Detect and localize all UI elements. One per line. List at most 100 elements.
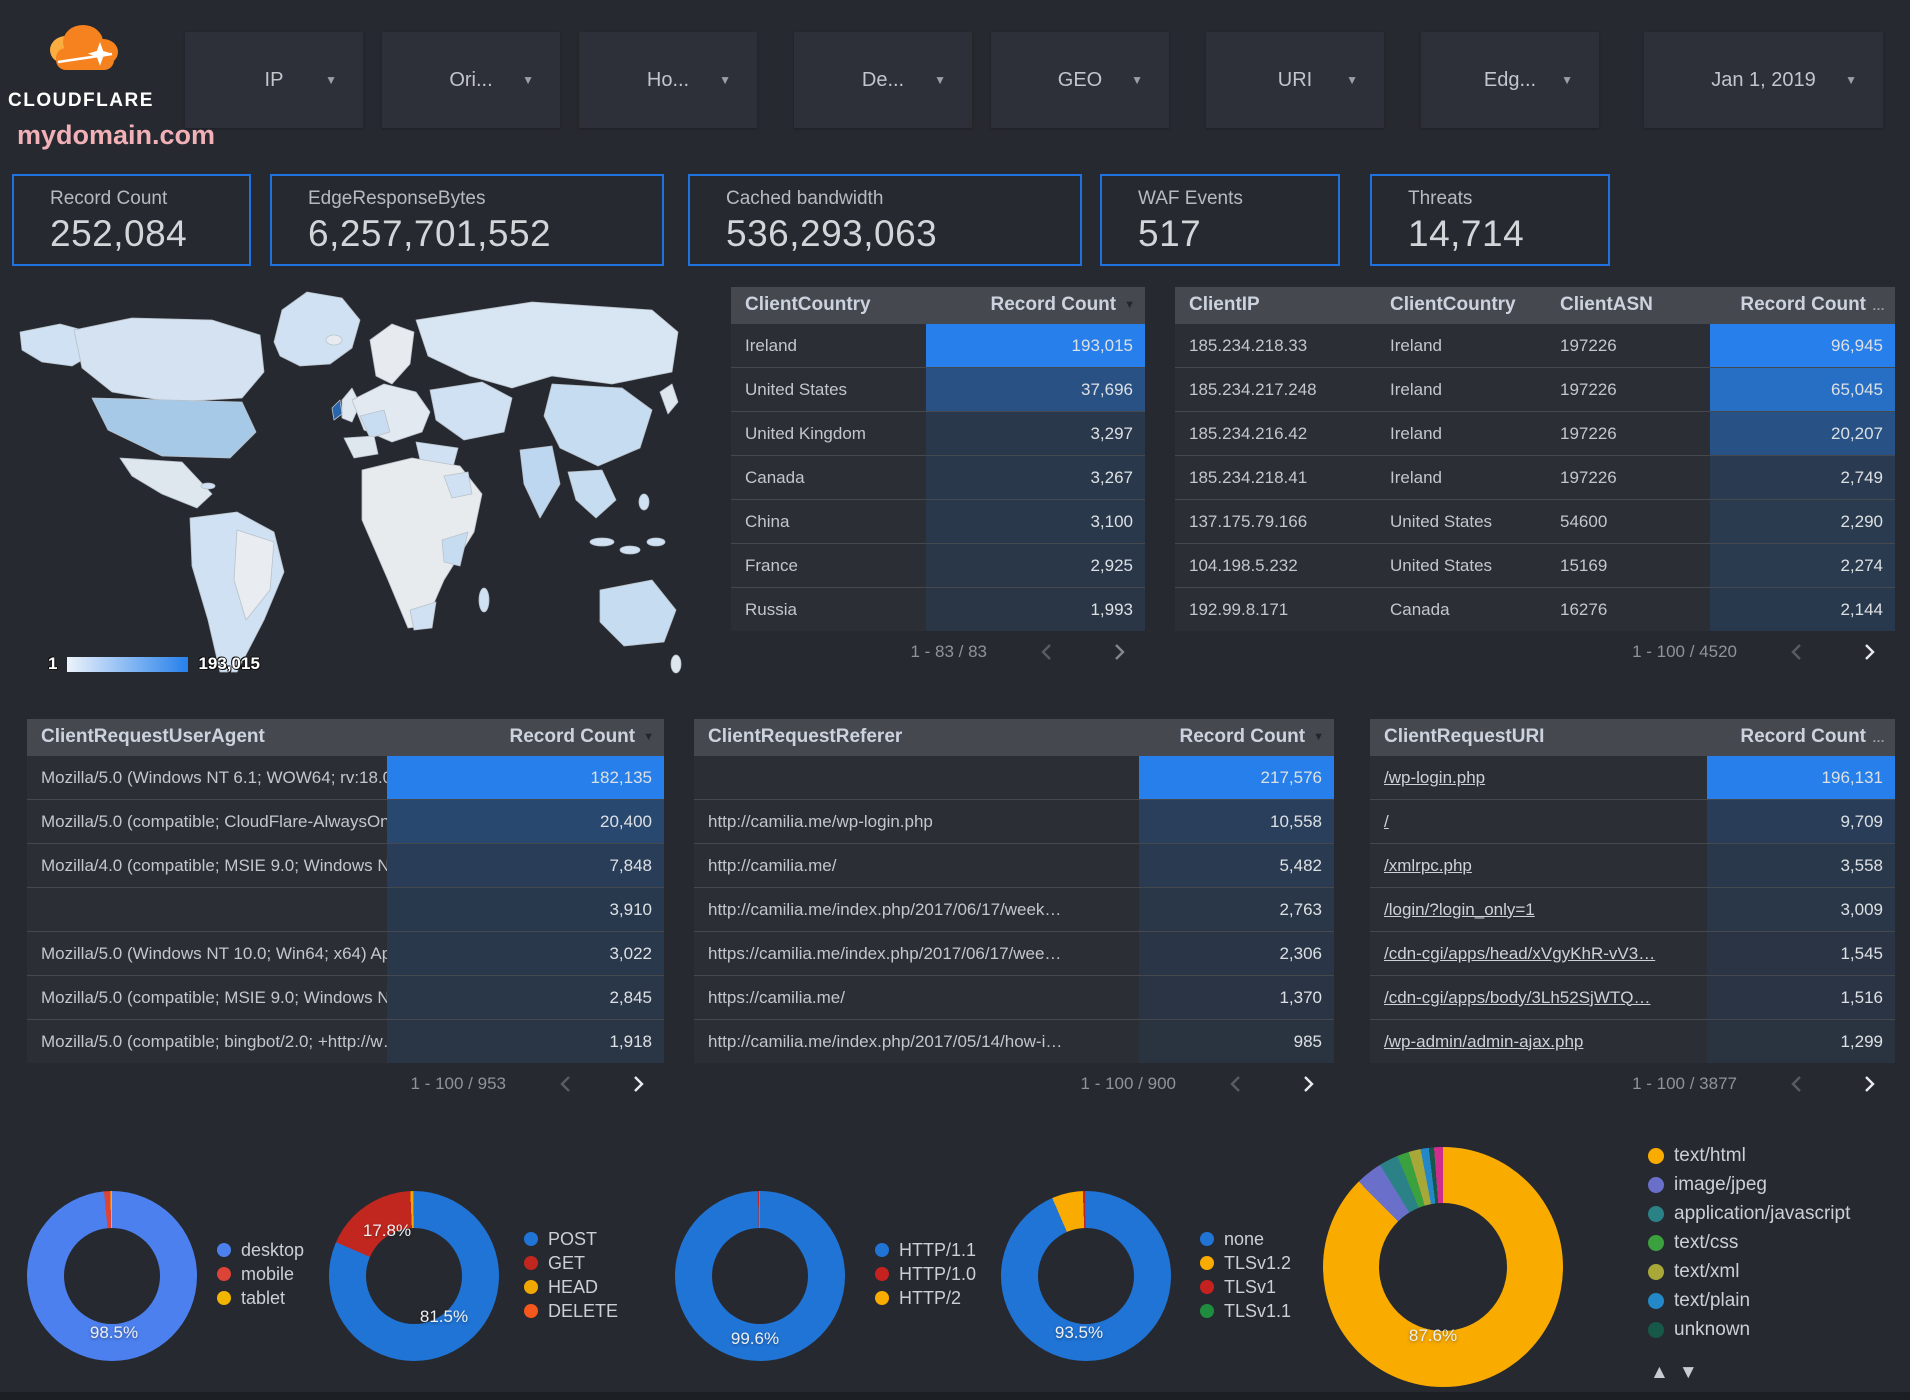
- filter-geo[interactable]: GEO ▼: [991, 32, 1169, 128]
- legend-item: mobile: [217, 1262, 304, 1286]
- filter-label: Jan 1, 2019: [1711, 68, 1816, 91]
- column-header-client-ip[interactable]: ClientIP: [1189, 294, 1260, 315]
- filter-date-range[interactable]: Jan 1, 2019 ▼: [1644, 32, 1883, 128]
- column-header-record-count[interactable]: Record Count ▼: [387, 719, 664, 755]
- table-row: http://camilia.me/5,482: [694, 843, 1334, 887]
- table-row: 185.234.217.248 Ireland 197226 65,045: [1175, 367, 1895, 411]
- filter-ip[interactable]: IP ▼: [185, 32, 363, 128]
- filter-label: Ho...: [646, 68, 690, 91]
- legend-dot-icon: [1648, 1234, 1664, 1251]
- column-header-record-count[interactable]: Record Count ▼: [926, 287, 1145, 323]
- prev-page-icon[interactable]: [1224, 1072, 1248, 1096]
- column-header-record-count[interactable]: Record Count …: [1707, 719, 1895, 755]
- prev-page-icon[interactable]: [1035, 640, 1059, 664]
- legend-scroll-down-icon[interactable]: ▼: [1678, 1362, 1698, 1383]
- ip-cell: 185.234.218.41: [1189, 467, 1308, 487]
- pagination: 1 - 83 / 83: [731, 631, 1145, 673]
- legend-label: image/jpeg: [1674, 1173, 1767, 1195]
- prev-page-icon[interactable]: [554, 1072, 578, 1096]
- uri-link[interactable]: /wp-admin/admin-ajax.php: [1384, 1031, 1584, 1051]
- legend-label: TLSv1: [1224, 1276, 1277, 1297]
- legend-label: text/html: [1674, 1144, 1746, 1166]
- filter-device[interactable]: De... ▼: [794, 32, 972, 128]
- next-page-icon[interactable]: [1857, 1072, 1881, 1096]
- user-agent-cell: [27, 888, 387, 931]
- legend-scroll-up-icon[interactable]: ▲: [1650, 1362, 1669, 1383]
- legend-item: HEAD: [524, 1275, 618, 1299]
- column-header-record-count[interactable]: Record Count ▼: [1139, 719, 1334, 755]
- filter-host[interactable]: Ho... ▼: [579, 32, 757, 128]
- referer-cell: [694, 756, 1139, 799]
- table-row: http://camilia.me/index.php/2017/05/14/h…: [694, 1019, 1334, 1063]
- country-cell: Ireland: [1390, 467, 1442, 487]
- uri-link[interactable]: /wp-login.php: [1384, 767, 1486, 787]
- table-row: 185.234.218.41 Ireland 197226 2,749: [1175, 455, 1895, 499]
- legend-item: HTTP/1.1: [875, 1238, 976, 1262]
- table-row: http://camilia.me/index.php/2017/06/17/w…: [694, 887, 1334, 931]
- user-agent-cell: Mozilla/5.0 (compatible; MSIE 9.0; Windo…: [41, 987, 387, 1007]
- legend-label: POST: [548, 1228, 598, 1249]
- legend-label: HTTP/1.0: [899, 1263, 977, 1284]
- column-header-client-country[interactable]: ClientCountry: [1390, 294, 1516, 315]
- table-row: Canada 3,267: [731, 455, 1145, 499]
- legend-label: DELETE: [548, 1300, 619, 1321]
- table-row: https://camilia.me/1,370: [694, 975, 1334, 1019]
- column-header-record-count[interactable]: Record Count …: [1710, 287, 1895, 323]
- uri-link[interactable]: /xmlrpc.php: [1384, 855, 1472, 875]
- filter-uri[interactable]: URI ▼: [1206, 32, 1384, 128]
- asn-cell: 197226: [1560, 335, 1617, 355]
- filter-origin[interactable]: Ori... ▼: [382, 32, 560, 128]
- table-row: / 9,709: [1370, 799, 1895, 843]
- uri-link[interactable]: /login/?login_only=1: [1384, 899, 1535, 919]
- table-row: Russia 1,993: [731, 587, 1145, 631]
- record-count-cell: 37,696: [926, 368, 1145, 411]
- record-count-cell: 3,267: [926, 456, 1145, 499]
- table-row: 217,576: [694, 755, 1334, 799]
- legend-dot-icon: [1200, 1304, 1214, 1318]
- sort-indicator-icon: …: [1872, 729, 1885, 745]
- legend-label: HEAD: [548, 1276, 599, 1297]
- scorecard-edge-response-bytes: EdgeResponseBytes 6,257,701,552: [270, 174, 664, 266]
- filter-edge[interactable]: Edg... ▼: [1421, 32, 1599, 128]
- record-count-cell: 65,045: [1710, 368, 1895, 411]
- legend-item: desktop: [217, 1238, 304, 1262]
- sort-desc-icon: ▼: [1124, 299, 1135, 311]
- uri-link[interactable]: /cdn-cgi/apps/head/xVgyKhR-vV3…: [1384, 943, 1656, 963]
- legend-item: DELETE: [524, 1299, 618, 1323]
- scorecard-value: 517: [1138, 213, 1202, 254]
- prev-page-icon[interactable]: [1785, 640, 1809, 664]
- legend-dot-icon: [875, 1267, 889, 1281]
- user-agent-table: ClientRequestUserAgent Record Count ▼ Mo…: [27, 719, 664, 1105]
- column-header-uri[interactable]: ClientRequestURI: [1384, 726, 1545, 747]
- column-header-user-agent[interactable]: ClientRequestUserAgent: [41, 726, 265, 747]
- prev-page-icon[interactable]: [1785, 1072, 1809, 1096]
- next-page-icon[interactable]: [626, 1072, 650, 1096]
- legend-dot-icon: [875, 1243, 889, 1257]
- legend-label: desktop: [241, 1239, 305, 1260]
- legend-label: none: [1224, 1228, 1265, 1249]
- content-type-donut-chart: 87.6%: [1323, 1147, 1563, 1387]
- record-count-cell: 3,910: [387, 888, 664, 931]
- uri-link[interactable]: /: [1384, 811, 1389, 831]
- country-cell: Canada: [745, 467, 805, 487]
- column-header-client-asn[interactable]: ClientASN: [1560, 294, 1653, 315]
- record-count-cell: 3,022: [387, 932, 664, 975]
- legend-item: text/html: [1648, 1141, 1850, 1170]
- legend-dot-icon: [1648, 1263, 1664, 1280]
- country-cell: Ireland: [1390, 423, 1442, 443]
- device-legend: desktop mobile tablet: [217, 1238, 304, 1310]
- uri-link[interactable]: /cdn-cgi/apps/body/3Lh52SjWTQ…: [1384, 987, 1651, 1007]
- next-page-icon[interactable]: [1296, 1072, 1320, 1096]
- referer-table: ClientRequestReferer Record Count ▼ 217,…: [694, 719, 1334, 1105]
- donut-slice-label: 17.8%: [362, 1221, 412, 1240]
- legend-label: HTTP/1.1: [899, 1239, 977, 1260]
- record-count-cell: 182,135: [387, 756, 664, 799]
- next-page-icon[interactable]: [1857, 640, 1881, 664]
- filter-label: URI: [1277, 68, 1313, 91]
- column-header-client-country[interactable]: ClientCountry: [745, 294, 871, 315]
- scale-max: 193,015: [198, 654, 260, 673]
- next-page-icon[interactable]: [1107, 640, 1131, 664]
- table-row: /cdn-cgi/apps/body/3Lh52SjWTQ… 1,516: [1370, 975, 1895, 1019]
- column-header-referer[interactable]: ClientRequestReferer: [708, 726, 903, 747]
- legend-label: GET: [548, 1252, 586, 1273]
